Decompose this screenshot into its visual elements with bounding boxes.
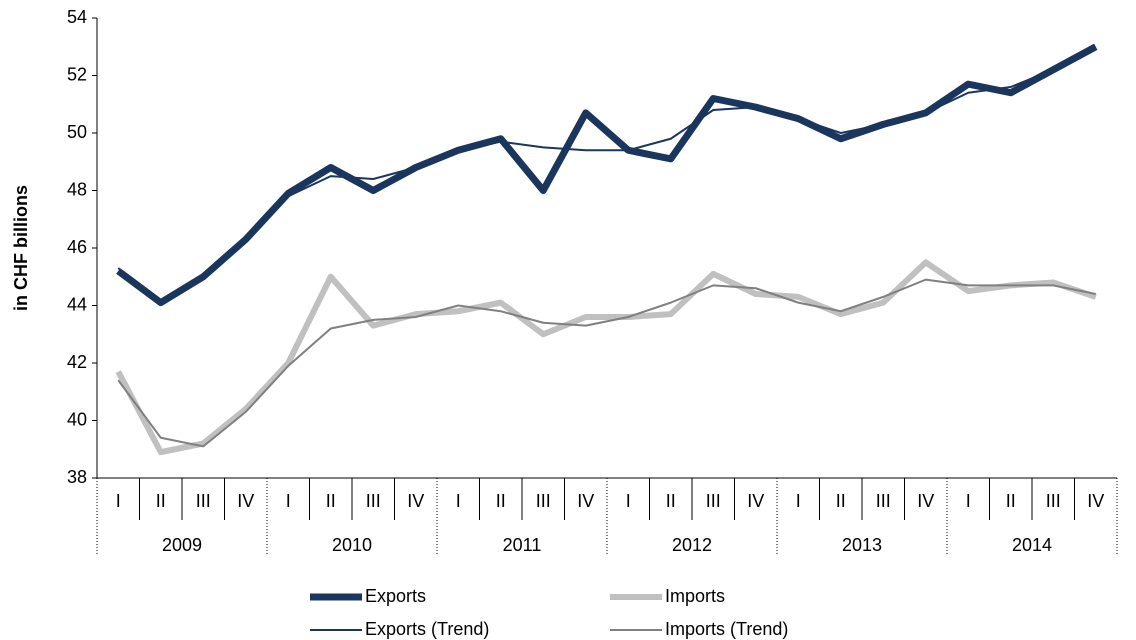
series-line <box>117 278 1096 448</box>
group-label: 2012 <box>672 535 712 555</box>
y-tick-label: 48 <box>67 179 87 199</box>
x-tick-label: II <box>666 491 676 511</box>
x-tick-label: IV <box>917 491 934 511</box>
x-tick-label: III <box>876 491 891 511</box>
x-tick-label: III <box>366 491 381 511</box>
x-tick-label: III <box>1046 491 1061 511</box>
y-tick-label: 38 <box>67 467 87 487</box>
y-tick-label: 44 <box>67 294 87 314</box>
x-tick-label: IV <box>1087 491 1104 511</box>
group-label: 2013 <box>842 535 882 555</box>
x-tick-label: III <box>196 491 211 511</box>
y-axis-label: in CHF billions <box>11 185 31 311</box>
x-tick-label: I <box>116 491 121 511</box>
series-line <box>117 45 1097 304</box>
x-tick-label: I <box>966 491 971 511</box>
y-tick-label: 54 <box>67 7 87 27</box>
x-tick-label: I <box>796 491 801 511</box>
x-tick-label: II <box>496 491 506 511</box>
x-tick-label: IV <box>407 491 424 511</box>
group-label: 2010 <box>332 535 372 555</box>
x-tick-label: I <box>286 491 291 511</box>
y-tick-label: 52 <box>67 64 87 84</box>
y-tick-label: 46 <box>67 237 87 257</box>
x-tick-label: III <box>706 491 721 511</box>
x-tick-label: IV <box>237 491 254 511</box>
group-label: 2009 <box>162 535 202 555</box>
y-tick-label: 40 <box>67 409 87 429</box>
x-tick-label: II <box>156 491 166 511</box>
y-tick-label: 50 <box>67 122 87 142</box>
series-line <box>116 43 1098 307</box>
x-tick-label: I <box>456 491 461 511</box>
legend-label: Imports <box>665 586 725 606</box>
x-tick-label: IV <box>577 491 594 511</box>
series-line <box>115 259 1097 456</box>
legend-label: Imports (Trend) <box>665 619 788 639</box>
x-tick-label: II <box>836 491 846 511</box>
legend-label: Exports <box>365 586 426 606</box>
group-label: 2014 <box>1012 535 1052 555</box>
group-label: 2011 <box>503 535 542 555</box>
x-tick-label: III <box>536 491 551 511</box>
x-tick-label: IV <box>747 491 764 511</box>
y-tick-label: 42 <box>67 352 87 372</box>
x-tick-label: II <box>326 491 336 511</box>
legend-label: Exports (Trend) <box>365 619 489 639</box>
x-tick-label: II <box>1006 491 1016 511</box>
x-tick-label: I <box>626 491 631 511</box>
